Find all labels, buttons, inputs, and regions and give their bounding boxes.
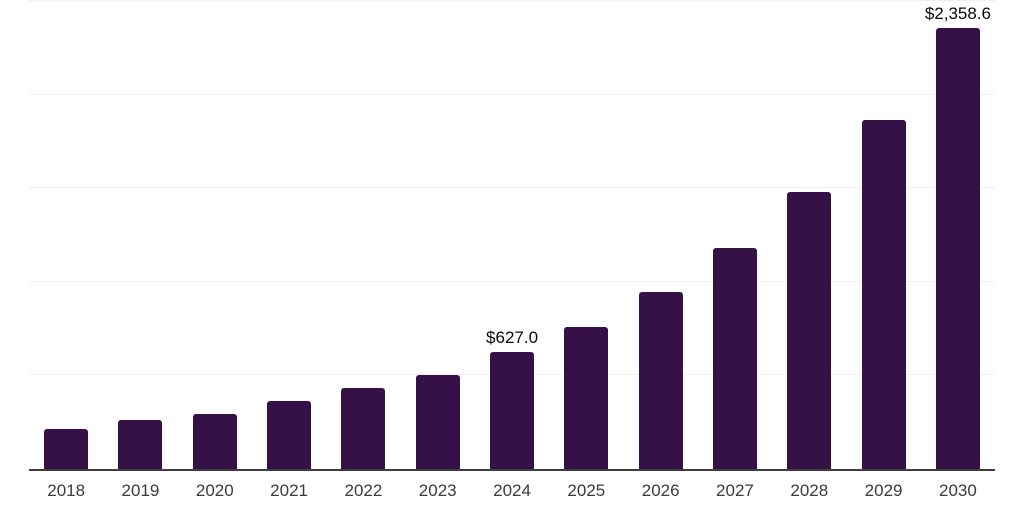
bar-group-2026 (624, 1, 698, 469)
x-tick-label-2024: 2024 (493, 481, 531, 500)
bar-2022 (341, 387, 386, 469)
bar-2024 (490, 351, 535, 469)
bar-group-2022 (326, 1, 400, 469)
bar-group-2023 (401, 1, 475, 469)
bar-value-label-2030: $2,358.6 (924, 3, 991, 23)
bar-2028 (787, 192, 832, 469)
bar-group-2021 (252, 1, 326, 469)
bar-group-2028 (772, 1, 846, 469)
bars-row: $627.0 $2,358.6 (29, 1, 995, 469)
x-tick-label-2023: 2023 (418, 481, 457, 500)
bar-2020 (192, 413, 237, 469)
bar-group-2024: $627.0 (475, 1, 549, 469)
x-tick-label-2030: 2030 (938, 481, 977, 500)
bar-2023 (415, 375, 460, 469)
x-tick-label-2022: 2022 (344, 481, 383, 500)
x-axis-tick-labels: 2018 2019 2020 2021 2022 2023 2024 2025 2026 2027… (29, 481, 995, 501)
x-axis-line (29, 468, 995, 471)
x-tick-label-2018: 2018 (47, 481, 86, 500)
bar-2019 (118, 420, 163, 469)
bar-2030 (935, 27, 980, 469)
bar-value-label-2024: $627.0 (486, 327, 539, 347)
x-tick-label-2025: 2025 (567, 481, 606, 500)
plot-area: $627.0 $2,358.6 (29, 0, 995, 469)
bar-2027 (712, 247, 757, 469)
bar-2025 (564, 326, 609, 469)
bar-group-2020 (178, 1, 252, 469)
bar-group-2027 (698, 1, 772, 469)
x-tick-label-2026: 2026 (641, 481, 680, 500)
bar-group-2030: $2,358.6 (921, 1, 995, 469)
x-tick-label-2029: 2029 (864, 481, 903, 500)
gridline-2500 (29, 0, 995, 1)
x-tick-label-2028: 2028 (790, 481, 829, 500)
x-tick-label-2021: 2021 (270, 481, 308, 500)
x-tick-label-2019: 2019 (121, 481, 160, 500)
gridline-1000 (29, 280, 995, 282)
bar-2021 (267, 400, 312, 469)
bar-group-2025 (549, 1, 623, 469)
bar-group-2019 (103, 1, 177, 469)
x-tick-label-2020: 2020 (195, 481, 234, 500)
bar-2026 (638, 291, 683, 469)
bar-group-2029 (846, 1, 920, 469)
bar-group-2018 (29, 1, 103, 469)
gridline-1500 (29, 187, 995, 189)
bar-2018 (44, 429, 89, 469)
bar-2029 (861, 119, 906, 469)
x-tick-label-2027: 2027 (716, 481, 754, 500)
gridline-2000 (29, 93, 995, 95)
